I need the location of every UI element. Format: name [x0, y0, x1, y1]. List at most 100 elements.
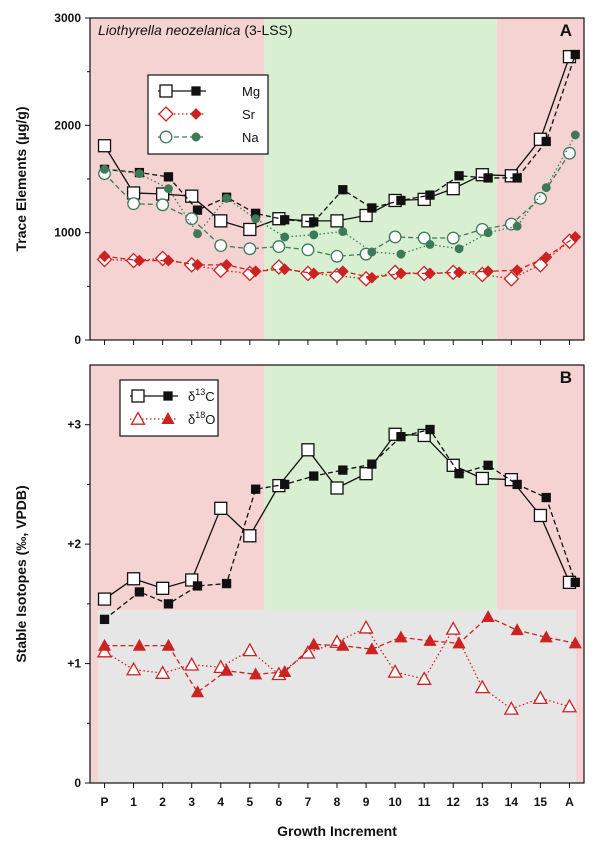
- y-tick-label: 3000: [54, 11, 81, 25]
- data-point: [222, 193, 232, 203]
- data-point: [301, 243, 315, 257]
- data-point: [220, 258, 233, 271]
- legend-label-tail: C: [205, 389, 214, 404]
- data-point: [570, 577, 580, 588]
- y-tick-label: 0: [74, 776, 81, 790]
- data-point: [126, 572, 141, 586]
- data-point: [367, 247, 377, 257]
- series--18o-filled: [97, 610, 582, 698]
- legend-label: δ13C: [188, 387, 215, 404]
- data-point: [98, 250, 111, 263]
- data-point: [185, 189, 199, 203]
- x-tick-label: 15: [534, 795, 548, 809]
- data-point: [307, 637, 321, 650]
- data-point: [540, 251, 553, 264]
- series-sr-filled: [98, 231, 582, 284]
- data-point: [190, 685, 205, 698]
- data-point: [243, 222, 257, 237]
- legend-marker: [159, 84, 173, 98]
- data-point: [423, 634, 437, 646]
- chart-title-species: Liothyrella neozelanica: [98, 22, 241, 38]
- data-point: [563, 146, 576, 160]
- data-point: [97, 638, 112, 651]
- data-point: [156, 198, 170, 212]
- data-point: [191, 258, 204, 271]
- x-tick-label: 8: [334, 795, 341, 809]
- data-point: [365, 271, 378, 284]
- panel-label: B: [560, 368, 572, 387]
- series-line: [104, 428, 576, 620]
- y-tick-label: 1000: [54, 226, 81, 240]
- legend-marker: [191, 86, 201, 96]
- data-point: [278, 665, 292, 677]
- data-point: [280, 232, 290, 242]
- legend-label: δ18O: [188, 410, 215, 427]
- data-point: [425, 190, 435, 200]
- data-point: [474, 679, 490, 694]
- data-point: [184, 656, 200, 671]
- data-point: [338, 465, 348, 475]
- data-point: [367, 203, 377, 213]
- y-tick-label: +1: [67, 657, 81, 671]
- x-tick-label: P: [101, 795, 109, 809]
- data-point: [309, 217, 319, 227]
- y-tick-label: +2: [67, 537, 81, 551]
- data-point: [445, 621, 461, 635]
- data-point: [307, 267, 320, 280]
- data-point: [503, 270, 520, 287]
- data-point: [512, 173, 522, 183]
- data-point: [214, 239, 228, 252]
- legend-marker: [131, 389, 145, 403]
- data-point: [164, 184, 173, 194]
- data-point: [163, 599, 174, 609]
- data-point: [533, 508, 548, 523]
- x-tick-label: 10: [388, 795, 402, 809]
- data-point: [280, 479, 290, 490]
- x-tick-label: 12: [447, 795, 461, 809]
- data-point: [221, 578, 232, 589]
- x-tick-label: 4: [217, 795, 224, 809]
- data-point: [278, 263, 291, 276]
- data-point: [452, 636, 466, 649]
- legend-marker: [130, 411, 146, 425]
- data-point: [511, 264, 524, 277]
- data-point: [163, 172, 174, 182]
- data-point: [249, 667, 263, 680]
- data-point: [309, 471, 319, 481]
- data-point: [97, 139, 112, 153]
- data-point: [134, 169, 144, 179]
- x-tick-label: 9: [363, 795, 370, 809]
- panel-label: A: [560, 21, 572, 40]
- data-point: [446, 182, 460, 196]
- data-point: [446, 231, 460, 245]
- data-point: [570, 130, 580, 140]
- data-point: [396, 432, 406, 442]
- data-point: [425, 240, 435, 249]
- legend-marker: [191, 132, 201, 142]
- data-point: [192, 581, 203, 591]
- y-tick-label: +3: [67, 418, 81, 432]
- data-point: [126, 186, 141, 200]
- data-point: [330, 249, 344, 263]
- data-point: [512, 221, 522, 231]
- x-axis-label: Growth Increment: [277, 823, 397, 839]
- data-point: [541, 183, 551, 193]
- x-tick-label: 13: [476, 795, 490, 809]
- data-point: [134, 587, 145, 597]
- data-point: [425, 424, 435, 435]
- data-point: [280, 215, 290, 225]
- data-point: [249, 265, 262, 278]
- data-point: [243, 529, 257, 543]
- data-point: [503, 701, 519, 715]
- y-axis-label: Stable Isotopes (‰, VPDB): [13, 485, 29, 662]
- data-point: [242, 642, 258, 657]
- panel-a: 0 1000 2000 3000 Trace Elements (µg/g) A Lioth…: [13, 11, 585, 347]
- y-axis-label: Trace Elements (µg/g): [13, 107, 29, 252]
- data-point: [568, 636, 582, 649]
- legend-marker: [163, 391, 173, 401]
- legend-marker: [190, 108, 202, 120]
- data-point: [533, 191, 547, 205]
- y-tick-label: 0: [74, 333, 81, 347]
- legend-label-base: δ: [188, 412, 195, 427]
